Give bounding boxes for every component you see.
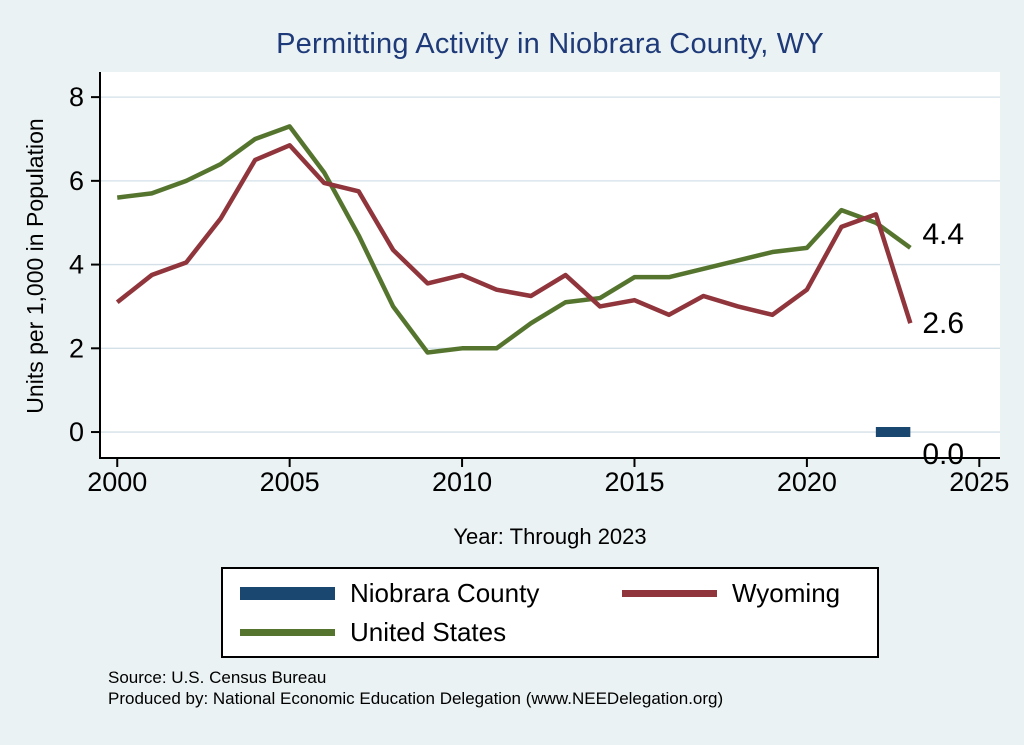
legend-item-wyoming: Wyoming [622, 578, 877, 609]
niobrara-county-line-swatch [240, 586, 335, 600]
x-tick-label: 2025 [949, 467, 1009, 497]
legend-label-united-states: United States [350, 616, 507, 647]
series-line-wyoming [115, 143, 913, 324]
united-states-line-swatch [240, 628, 335, 636]
y-tick-label: 6 [69, 166, 84, 196]
produced-by-note: Produced by: National Economic Education… [108, 689, 724, 708]
y-tick-label: 4 [69, 250, 84, 280]
x-tick-label: 2005 [260, 467, 320, 497]
y-tick-label: 8 [69, 82, 84, 112]
end-label-united-states: 4.4 [922, 218, 964, 251]
x-axis-title: Year: Through 2023 [453, 524, 647, 549]
series-line-united-states [116, 124, 912, 355]
legend-label-niobrara-county: Niobrara County [350, 577, 540, 608]
legend-label-wyoming: Wyoming [732, 577, 841, 608]
end-label-wyoming: 2.6 [922, 307, 964, 340]
x-tick-label: 2010 [432, 467, 492, 497]
y-tick-label: 2 [69, 333, 84, 363]
source-note: Source: U.S. Census Bureau [108, 668, 327, 687]
y-tick-label: 0 [69, 417, 84, 447]
footer: Source: U.S. Census Bureau Produced by: … [108, 667, 723, 709]
legend-item-united-states: United States [240, 617, 622, 648]
legend: Niobrara County Wyoming United States [221, 567, 879, 658]
end-label-niobrara-county: 0.0 [922, 438, 964, 471]
x-tick-label: 2000 [87, 467, 147, 497]
x-tick-label: 2020 [777, 467, 837, 497]
legend-item-niobrara-county: Niobrara County [240, 578, 622, 609]
x-tick-label: 2015 [604, 467, 664, 497]
chart-title: Permitting Activity in Niobrara County, … [276, 28, 824, 60]
wyoming-line-swatch [622, 589, 717, 597]
